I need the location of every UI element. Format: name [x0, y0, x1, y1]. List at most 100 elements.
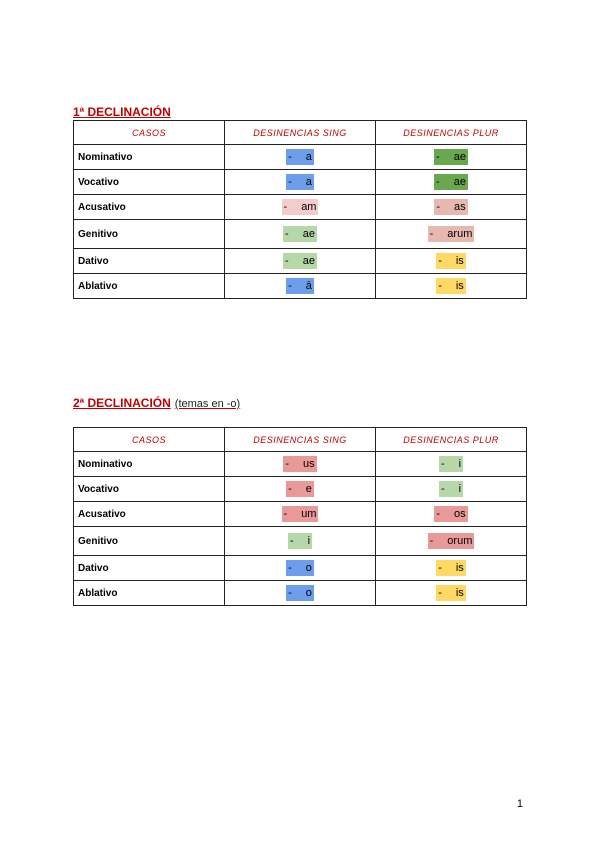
plur-cell: - as — [375, 194, 527, 220]
dash: - — [429, 535, 434, 547]
header-plur: DESINENCIAS PLUR — [375, 427, 527, 452]
case-name: Acusativo — [73, 194, 225, 220]
case-name: Dativo — [73, 248, 225, 274]
ending-sing: us — [303, 458, 315, 470]
ending-chip: - is — [436, 253, 466, 269]
sing-cell: - us — [224, 451, 376, 477]
dash: - — [283, 508, 288, 520]
dash: - — [438, 587, 442, 599]
plur-cell: - is — [375, 555, 527, 581]
sing-cell: - ae — [224, 248, 376, 274]
table-row: Dativo - o - is — [73, 555, 527, 581]
ending-chip: - as — [434, 199, 468, 215]
ending-chip: - am — [281, 199, 319, 215]
plur-cell: - ae — [375, 169, 527, 195]
case-name: Genitivo — [73, 526, 225, 556]
decl2-subtitle: (temas en -o) — [174, 398, 241, 410]
case-name: Ablativo — [73, 273, 225, 299]
ending-sing: a — [305, 151, 312, 163]
ending-plur: ae — [453, 151, 466, 163]
ending-plur: is — [455, 280, 464, 292]
table-row: Genitivo - i - orum — [73, 526, 527, 556]
plur-cell: - is — [375, 580, 527, 606]
sing-cell: -e — [224, 476, 376, 502]
header-casos: CASOS — [73, 120, 225, 145]
ending-plur: i — [458, 483, 462, 495]
sing-cell: - ae — [224, 219, 376, 249]
dash: - — [288, 280, 292, 292]
ending-sing: ae — [302, 255, 315, 267]
dash: - — [285, 458, 290, 470]
plur-cell: - ae — [375, 144, 527, 170]
decl1-table: CASOS DESINENCIAS SING DESINENCIAS PLUR Nom… — [73, 120, 527, 299]
header-plur: DESINENCIAS PLUR — [375, 120, 527, 145]
dash: - — [440, 483, 445, 495]
table-row: Acusativo - am - as — [73, 194, 527, 220]
plur-cell: - orum — [375, 526, 527, 556]
ending-chip: - ae — [434, 149, 468, 165]
case-name: Nominativo — [73, 144, 225, 170]
table-row: Ablativo - o - is — [73, 580, 527, 606]
dash: - — [285, 228, 289, 240]
ending-chip: -ā — [286, 278, 314, 294]
plur-cell: - arum — [375, 219, 527, 249]
plur-cell: -i — [375, 451, 527, 477]
case-name: Vocativo — [73, 169, 225, 195]
header-casos: CASOS — [73, 427, 225, 452]
ending-sing: ā — [305, 280, 312, 292]
decl2-table: CASOS DESINENCIAS SING DESINENCIAS PLUR Nom… — [73, 427, 527, 606]
ending-sing: am — [301, 201, 317, 213]
ending-chip: - os — [434, 506, 468, 522]
ending-chip: - ae — [283, 253, 317, 269]
dash: - — [288, 562, 292, 574]
case-name: Genitivo — [73, 219, 225, 249]
sing-cell: -o — [224, 555, 376, 581]
ending-plur: is — [455, 562, 464, 574]
sing-cell: -a — [224, 169, 376, 195]
ending-chip: -o — [286, 585, 314, 601]
ending-plur: as — [454, 201, 466, 213]
plur-cell: - is — [375, 248, 527, 274]
dash: - — [283, 201, 288, 213]
sing-cell: -i — [224, 526, 376, 556]
ending-chip: -a — [286, 149, 314, 165]
ending-chip: - is — [436, 560, 466, 576]
dash: - — [438, 255, 442, 267]
ending-chip: -i — [438, 481, 464, 497]
ending-chip: - us — [283, 456, 317, 472]
table-row: Nominativo - a - ae — [73, 144, 527, 170]
ending-plur: orum — [447, 535, 473, 547]
ending-plur: i — [458, 458, 462, 470]
dash: - — [438, 562, 442, 574]
sing-cell: -a — [224, 144, 376, 170]
dash: - — [288, 151, 292, 163]
case-name: Nominativo — [73, 451, 225, 477]
dash: - — [438, 280, 442, 292]
decl1-title-text: 1ª DECLINACIÓN — [73, 105, 171, 119]
header-row: CASOS DESINENCIAS SING DESINENCIAS PLUR — [73, 120, 527, 145]
ending-chip: -i — [287, 533, 313, 549]
decl2-title-text: 2ª DECLINACIÓN — [73, 396, 171, 410]
ending-plur: ae — [453, 176, 466, 188]
plur-cell: - is — [375, 273, 527, 299]
sing-cell: - am — [224, 194, 376, 220]
ending-chip: - is — [436, 585, 466, 601]
case-name: Ablativo — [73, 580, 225, 606]
ending-sing: i — [307, 535, 311, 547]
ending-chip: - orum — [427, 533, 475, 549]
case-name: Dativo — [73, 555, 225, 581]
table-row: Vocativo - a - ae — [73, 169, 527, 195]
dash: - — [436, 176, 440, 188]
ending-chip: - ae — [434, 174, 468, 190]
table-row: Vocativo - e - i — [73, 476, 527, 502]
case-name: Acusativo — [73, 501, 225, 527]
dash: - — [436, 508, 441, 520]
dash: - — [288, 483, 292, 495]
ending-sing: o — [305, 587, 312, 599]
ending-plur: is — [455, 587, 464, 599]
sing-cell: -ā — [224, 273, 376, 299]
table-row: Acusativo - um - os — [73, 501, 527, 527]
ending-sing: o — [305, 562, 312, 574]
ending-sing: a — [305, 176, 312, 188]
